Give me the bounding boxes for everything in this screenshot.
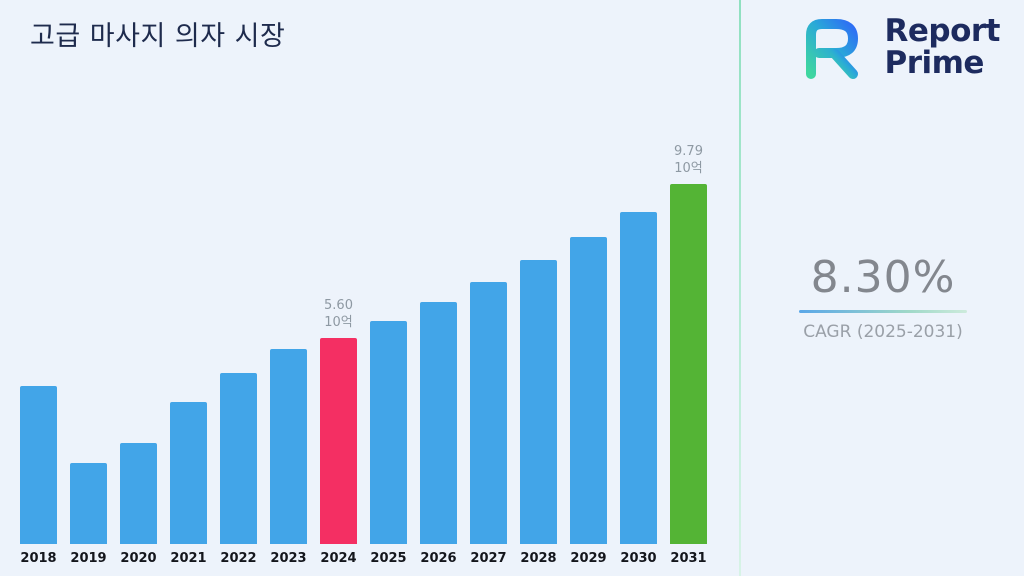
bar-cell-2018: 2018 [20,386,57,566]
bar-2019 [70,463,107,544]
cagr-underline [799,310,967,313]
bar-cell-2030: 2030 [620,212,657,566]
brand-logo: Report Prime [793,8,1001,88]
x-axis-label-2024: 2024 [320,551,357,566]
x-axis-label-2019: 2019 [70,551,107,566]
report-prime-logo-icon [805,19,858,79]
x-axis-label-2028: 2028 [520,551,557,566]
bar-cell-2029: 2029 [570,237,607,566]
brand-name-line2: Prime [884,45,985,81]
bar-cell-2026: 2026 [420,302,457,566]
bar-cell-2021: 2021 [170,402,207,566]
bar-2030 [620,212,657,544]
bar-2023 [270,349,307,544]
bar-cell-2027: 2027 [470,282,507,566]
bar-cell-2023: 2023 [270,349,307,566]
bar-2029 [570,237,607,544]
bar-2031 [670,184,707,544]
cagr-value: 8.30% [810,252,956,303]
bar-cell-2025: 2025 [370,321,407,566]
bar-2025 [370,321,407,544]
x-axis-label-2023: 2023 [270,551,307,566]
x-axis-label-2027: 2027 [470,551,507,566]
page-title: 고급 마사지 의자 시장 [30,21,286,52]
bar-2024 [320,338,357,544]
bar-cell-2028: 2028 [520,260,557,566]
bar-cell-2019: 2019 [70,463,107,566]
x-axis-label-2030: 2030 [620,551,657,566]
cagr-label: CAGR (2025-2031) [803,322,963,342]
bar-2021 [170,402,207,544]
bar-2026 [420,302,457,544]
brand-name: Report Prime [885,16,1001,79]
bar-value-label-2031: 9.79 10억 [674,144,703,177]
x-axis-label-2026: 2026 [420,551,457,566]
x-axis-label-2022: 2022 [220,551,257,566]
x-axis-label-2025: 2025 [370,551,407,566]
x-axis-label-2018: 2018 [20,551,57,566]
bar-chart: 2018 2019 2020 2021 2022 2023 5.60 10억 2024 2025 2… [20,144,707,566]
cagr-panel: 8.30% CAGR (2025-2031) [742,252,1024,342]
brand-name-line1: Report [884,13,1001,50]
x-axis-label-2021: 2021 [170,551,207,566]
bar-2022 [220,373,257,544]
bar-2020 [120,443,157,544]
bar-cell-2024: 5.60 10억 2024 [320,298,357,566]
bar-2018 [20,386,57,544]
bar-cell-2020: 2020 [120,443,157,566]
vertical-divider [739,0,741,576]
bar-2028 [520,260,557,544]
x-axis-label-2031: 2031 [670,551,707,566]
bar-cell-2022: 2022 [220,373,257,566]
bar-2027 [470,282,507,544]
bar-cell-2031: 9.79 10억 2031 [670,144,707,566]
x-axis-label-2029: 2029 [570,551,607,566]
bar-value-label-2024: 5.60 10억 [324,298,353,331]
x-axis-label-2020: 2020 [120,551,157,566]
